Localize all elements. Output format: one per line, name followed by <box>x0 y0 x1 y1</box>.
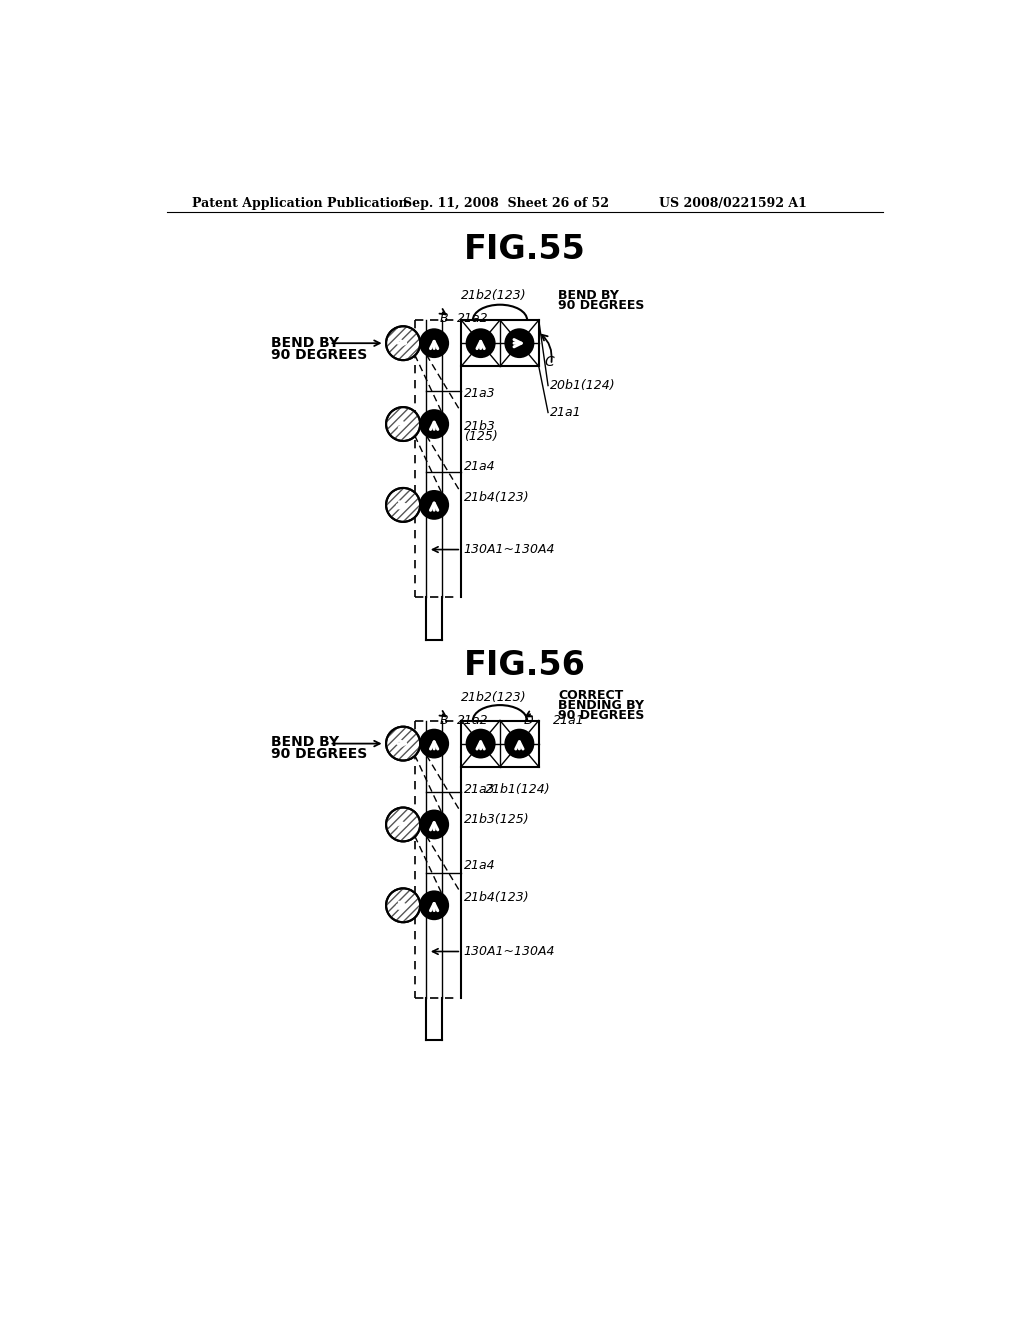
Text: (125): (125) <box>464 430 498 444</box>
Text: 21b4(123): 21b4(123) <box>464 891 529 904</box>
Text: 130A1~130A4: 130A1~130A4 <box>464 945 555 958</box>
Text: 21b1(124): 21b1(124) <box>484 783 550 796</box>
Circle shape <box>386 488 420 521</box>
Text: 21a2: 21a2 <box>458 714 489 727</box>
Text: US 2008/0221592 A1: US 2008/0221592 A1 <box>658 197 807 210</box>
Circle shape <box>420 330 449 358</box>
Text: 21a3: 21a3 <box>464 387 496 400</box>
Text: 21b2(123): 21b2(123) <box>461 690 527 704</box>
Circle shape <box>420 411 449 438</box>
Text: 20b1(124): 20b1(124) <box>550 379 616 392</box>
Text: 90 DEGREES: 90 DEGREES <box>558 709 644 722</box>
Text: BEND BY: BEND BY <box>271 337 340 350</box>
Text: Patent Application Publication: Patent Application Publication <box>191 197 408 210</box>
Circle shape <box>386 726 420 760</box>
Text: 21a4: 21a4 <box>464 859 496 871</box>
Circle shape <box>386 326 420 360</box>
Circle shape <box>467 730 495 758</box>
Text: 21a4: 21a4 <box>464 459 496 473</box>
Text: D: D <box>523 714 532 727</box>
Text: 21b3(125): 21b3(125) <box>464 813 529 825</box>
Circle shape <box>420 891 449 919</box>
Text: 90 DEGREES: 90 DEGREES <box>271 747 368 760</box>
Text: 21a3: 21a3 <box>464 783 496 796</box>
Circle shape <box>420 810 449 838</box>
Circle shape <box>386 407 420 441</box>
Text: 21b4(123): 21b4(123) <box>464 491 529 504</box>
Text: B: B <box>439 714 449 727</box>
Text: FIG.56: FIG.56 <box>464 648 586 681</box>
Text: 21a1: 21a1 <box>550 407 582 418</box>
Circle shape <box>420 730 449 758</box>
Text: 90 DEGREES: 90 DEGREES <box>558 298 644 312</box>
Text: 21b2(123): 21b2(123) <box>461 289 527 302</box>
Text: 90 DEGREES: 90 DEGREES <box>271 347 368 362</box>
Text: C: C <box>544 355 554 370</box>
Circle shape <box>420 491 449 519</box>
Circle shape <box>506 730 534 758</box>
Text: FIG.55: FIG.55 <box>464 232 586 265</box>
Text: Sep. 11, 2008  Sheet 26 of 52: Sep. 11, 2008 Sheet 26 of 52 <box>403 197 609 210</box>
Text: CORRECT: CORRECT <box>558 689 624 702</box>
Text: BENDING BY: BENDING BY <box>558 700 644 713</box>
Text: 130A1~130A4: 130A1~130A4 <box>464 543 555 556</box>
Circle shape <box>506 330 534 358</box>
Text: BEND BY: BEND BY <box>558 289 618 302</box>
Text: 21b3: 21b3 <box>464 420 496 433</box>
Circle shape <box>386 888 420 923</box>
Text: 21a1: 21a1 <box>553 714 585 727</box>
Circle shape <box>467 330 495 358</box>
Text: 21a2: 21a2 <box>458 312 489 325</box>
Text: BEND BY: BEND BY <box>271 735 340 748</box>
Circle shape <box>386 808 420 841</box>
Text: B: B <box>439 312 449 325</box>
